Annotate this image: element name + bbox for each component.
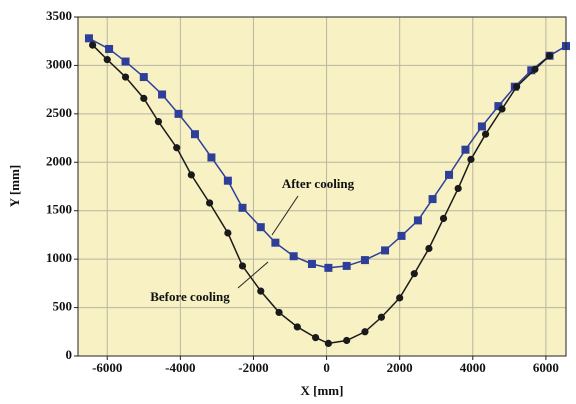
point (481, 130, 490, 138)
y-tick-label: 1500 (46, 202, 72, 217)
point (187, 171, 195, 179)
point (158, 90, 167, 99)
point (397, 231, 406, 240)
point (174, 109, 183, 118)
point (205, 199, 214, 207)
x-tick-label: 0 (323, 360, 330, 375)
point (173, 144, 181, 152)
point (293, 323, 301, 331)
point (139, 73, 148, 82)
point (307, 259, 316, 268)
point (413, 216, 422, 225)
point (531, 65, 539, 73)
annotation: After cooling (282, 176, 355, 191)
x-tick-label: 6000 (533, 360, 559, 375)
point (342, 261, 351, 270)
point (343, 336, 351, 345)
point (454, 184, 462, 193)
point (223, 176, 232, 185)
plot-frame (77, 16, 567, 357)
point (498, 105, 506, 113)
point (410, 270, 418, 278)
point (439, 214, 448, 223)
point (121, 57, 130, 66)
y-tick-label: 2000 (46, 153, 72, 168)
point (256, 223, 265, 232)
point (477, 122, 486, 131)
point (360, 256, 369, 265)
point (494, 102, 503, 111)
x-tick-label: -4000 (165, 360, 195, 375)
point (461, 145, 470, 154)
point (257, 287, 265, 295)
point (527, 66, 536, 75)
point (121, 73, 130, 81)
y-tick-label: 3000 (46, 56, 72, 71)
x-tick-label: 4000 (460, 360, 486, 375)
point (224, 229, 232, 237)
annotation: Before cooling (150, 289, 230, 304)
annotation-line (237, 261, 269, 289)
point (513, 83, 521, 91)
point (190, 130, 199, 139)
y-tick-label: 2500 (46, 105, 72, 120)
point (103, 56, 111, 64)
point (467, 155, 475, 163)
point (381, 246, 390, 255)
point (396, 294, 404, 302)
point (425, 244, 433, 253)
point (377, 313, 386, 321)
y-axis-label: Y [mm] (7, 165, 22, 207)
point (361, 328, 369, 336)
point (324, 263, 333, 272)
point (445, 170, 454, 179)
point (545, 52, 554, 60)
x-tick-label: 2000 (387, 360, 413, 375)
y-tick-label: 0 (66, 347, 73, 362)
point (324, 339, 332, 348)
point (84, 34, 93, 43)
x-tick-label: -2000 (238, 360, 268, 375)
y-tick-label: 500 (53, 299, 73, 314)
plot-area (78, 17, 566, 356)
point (289, 252, 298, 261)
y-tick-label: 1000 (46, 250, 72, 265)
point (428, 195, 437, 204)
x-tick-label: -6000 (92, 360, 122, 375)
annotation-line (271, 195, 299, 236)
point (105, 44, 114, 53)
point (275, 308, 283, 317)
point (154, 118, 163, 126)
point (271, 238, 280, 247)
x-axis-label: X [mm] (301, 383, 344, 398)
point (238, 262, 247, 270)
point (140, 94, 148, 102)
marks (84, 34, 570, 348)
point (312, 333, 320, 342)
point (89, 41, 97, 49)
point (207, 153, 216, 162)
y-tick-label: 3500 (46, 8, 72, 23)
point (238, 203, 247, 212)
